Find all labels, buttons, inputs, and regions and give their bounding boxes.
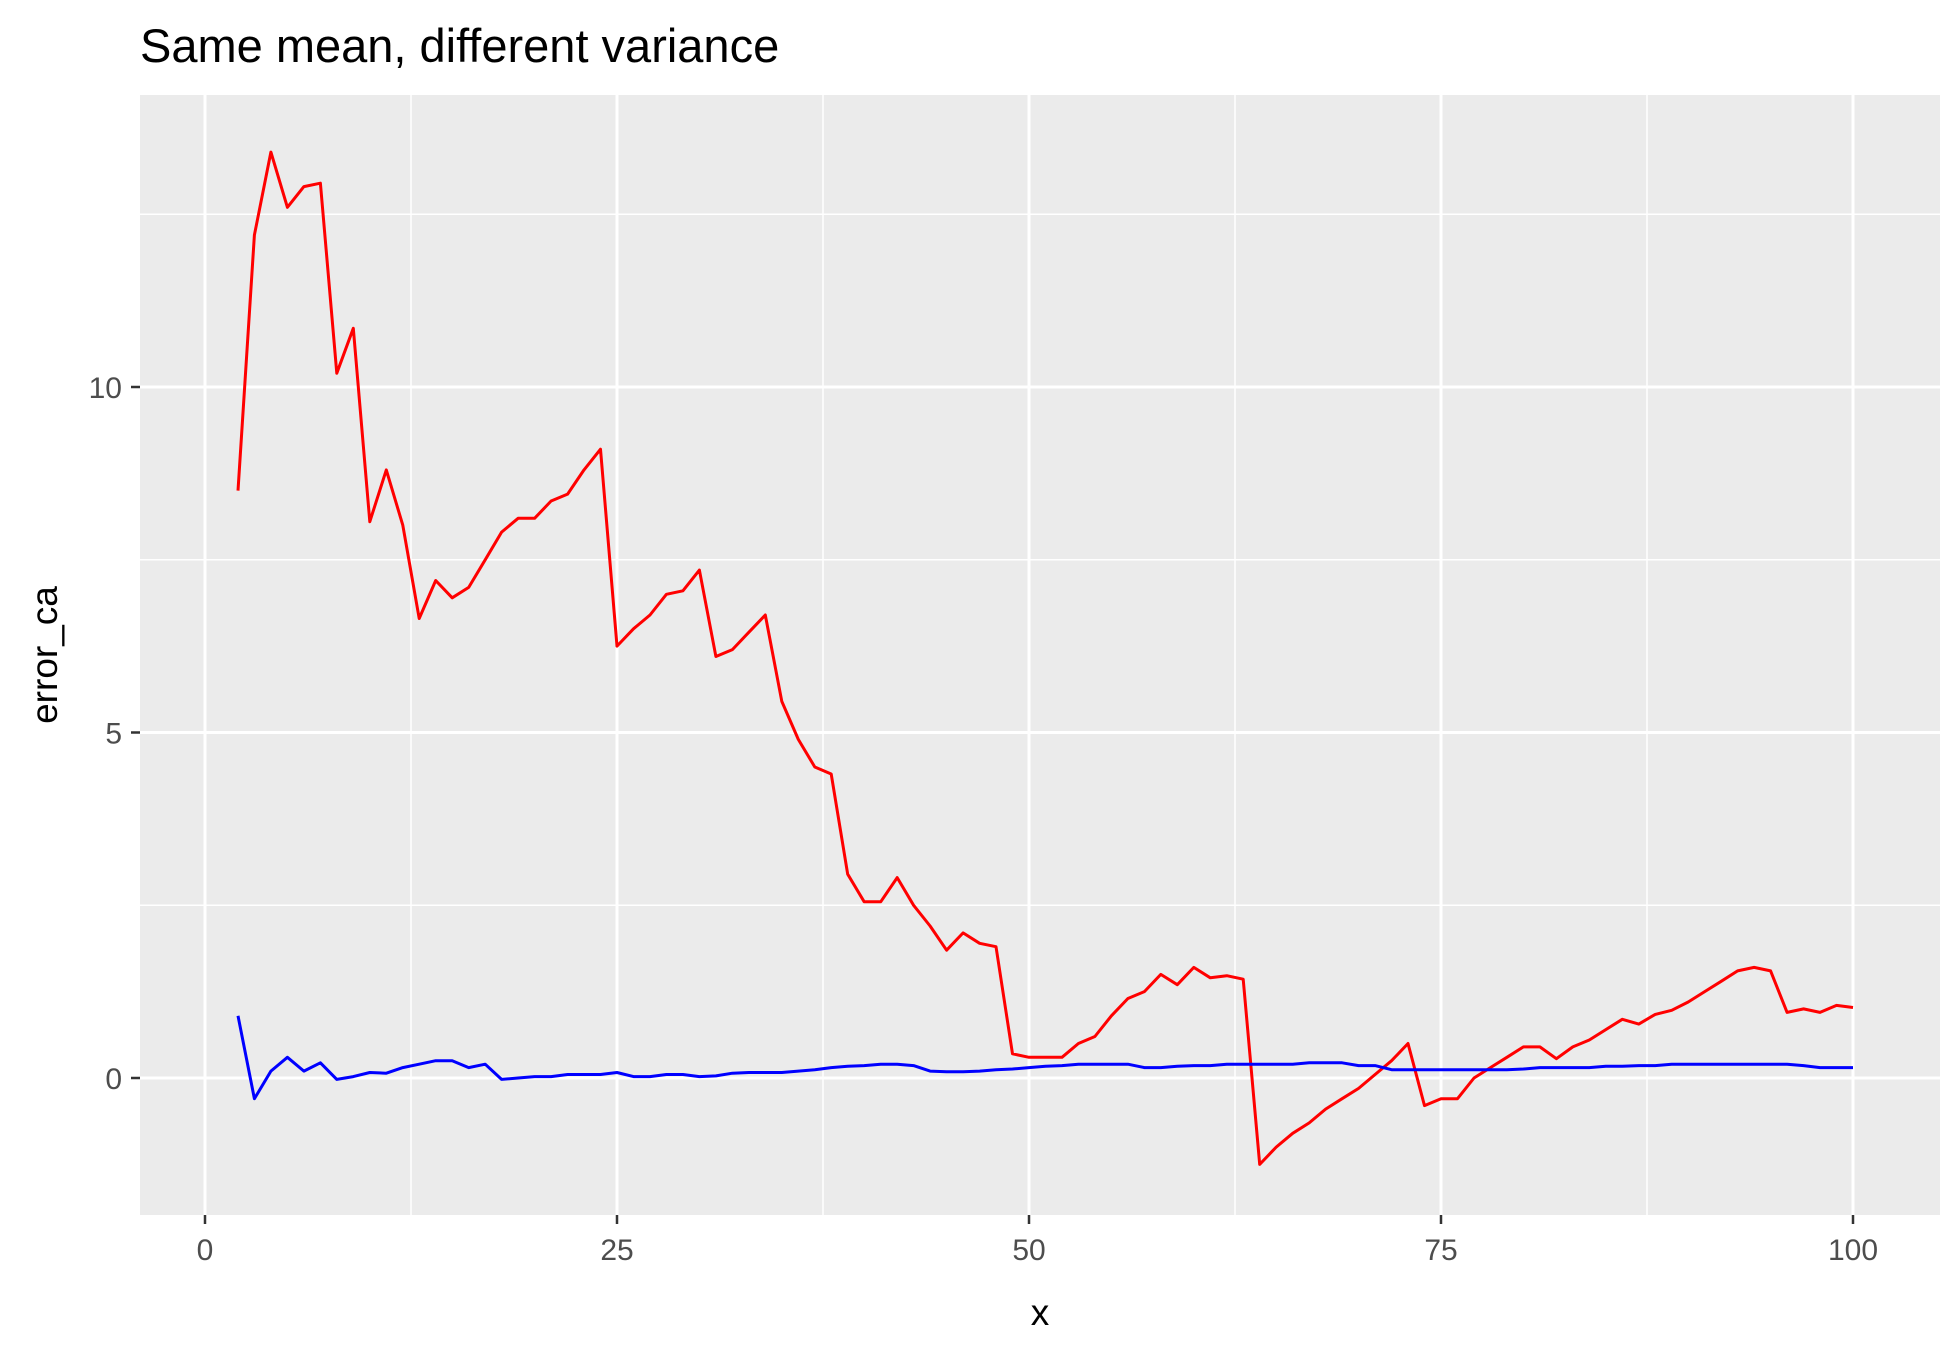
x-tick-label: 100 [1828,1234,1878,1267]
major-grid [140,95,1940,1215]
y-axis-title: error_ca [24,586,65,724]
x-tick-label: 75 [1424,1234,1457,1267]
y-tick-label: 0 [105,1063,122,1096]
y-tick-label: 5 [105,718,122,751]
y-tick-label: 10 [89,372,122,405]
minor-grid [140,95,1940,1215]
x-tick-label: 25 [600,1234,633,1267]
x-axis-title: x [1031,1292,1050,1333]
series-line-1 [236,150,1854,1166]
series-layer [236,150,1854,1166]
series-line-2 [236,1015,1853,1101]
x-tick-label: 0 [197,1234,214,1267]
x-tick-label: 50 [1012,1234,1045,1267]
plot-panel [140,95,1940,1215]
x-axis: 0 25 50 75 100 [197,1215,1878,1267]
chart-title: Same mean, different variance [140,19,779,72]
y-axis: 0 5 10 [89,372,140,1096]
